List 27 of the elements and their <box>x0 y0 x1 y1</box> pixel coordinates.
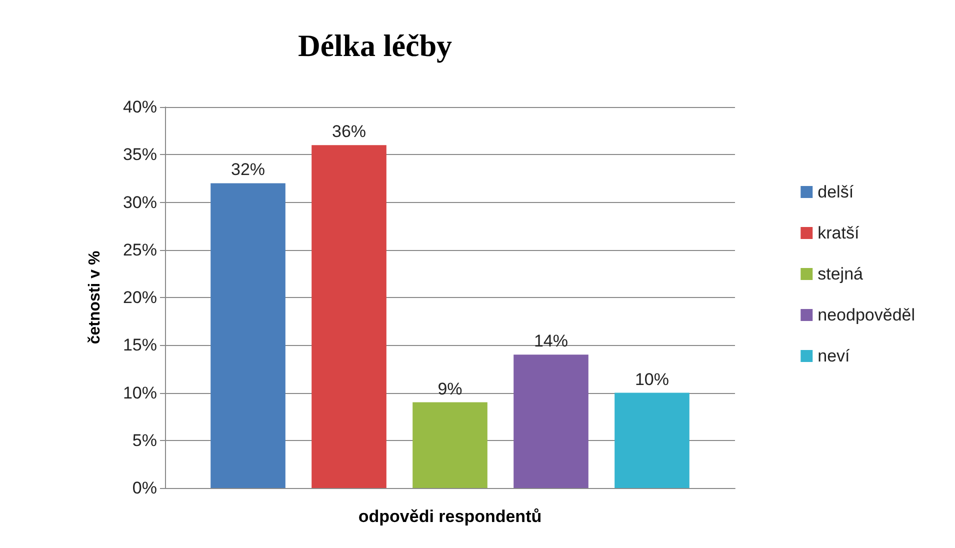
y-tick-label: 25% <box>122 240 157 260</box>
bar <box>514 354 588 488</box>
y-tick-label: 30% <box>122 192 157 212</box>
y-tick-label: 20% <box>122 288 157 307</box>
y-tick-label: 10% <box>122 383 157 402</box>
legend-label: delší <box>818 182 854 202</box>
y-axis-title: četnosti v % <box>86 250 104 344</box>
bar <box>312 145 386 488</box>
bar <box>614 392 690 488</box>
chart-title: Délka léčby <box>298 28 453 63</box>
data-label: 32% <box>230 160 266 180</box>
x-axis-title: odpovědi respondentů <box>358 507 542 526</box>
y-tick-label: 5% <box>132 430 157 450</box>
legend-label: neodpověděl <box>818 306 916 324</box>
data-label: 36% <box>332 122 366 142</box>
data-label: 14% <box>534 332 568 351</box>
bar <box>412 402 488 488</box>
y-tick-label: 0% <box>132 478 157 498</box>
legend-label: stejná <box>818 264 864 284</box>
data-label: 10% <box>634 370 670 389</box>
legend-label: neví <box>818 346 850 366</box>
data-label: 9% <box>438 379 462 398</box>
y-tick-label: 35% <box>122 145 157 164</box>
y-tick-label: 15% <box>122 336 157 355</box>
y-tick-label: 40% <box>122 98 157 116</box>
bar <box>210 183 286 488</box>
legend-label: kratší <box>818 224 860 242</box>
